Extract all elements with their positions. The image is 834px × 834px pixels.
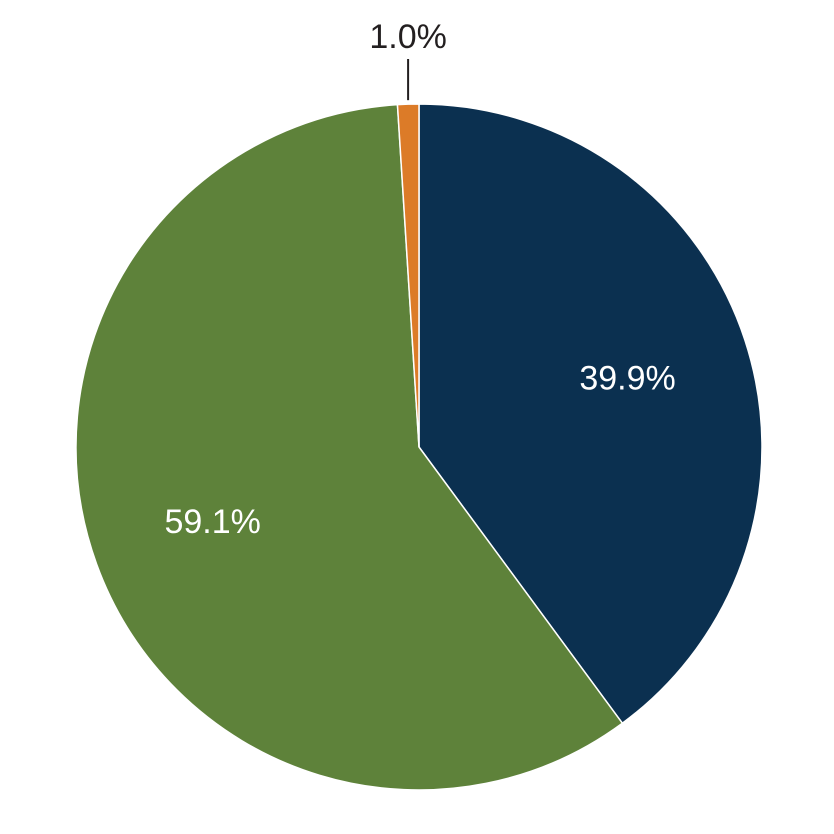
- labels-layer: 39.9% 59.1% 1.0%: [164, 18, 675, 541]
- pie-slice-2: [396, 103, 420, 448]
- slice-label-2: 1.0%: [369, 18, 447, 56]
- pie-slice-0: [418, 103, 763, 725]
- pie-slice-1: [75, 103, 624, 791]
- slice-label-0: 39.9%: [579, 360, 675, 398]
- slices-layer: [75, 103, 763, 791]
- slice-label-1: 59.1%: [164, 503, 260, 541]
